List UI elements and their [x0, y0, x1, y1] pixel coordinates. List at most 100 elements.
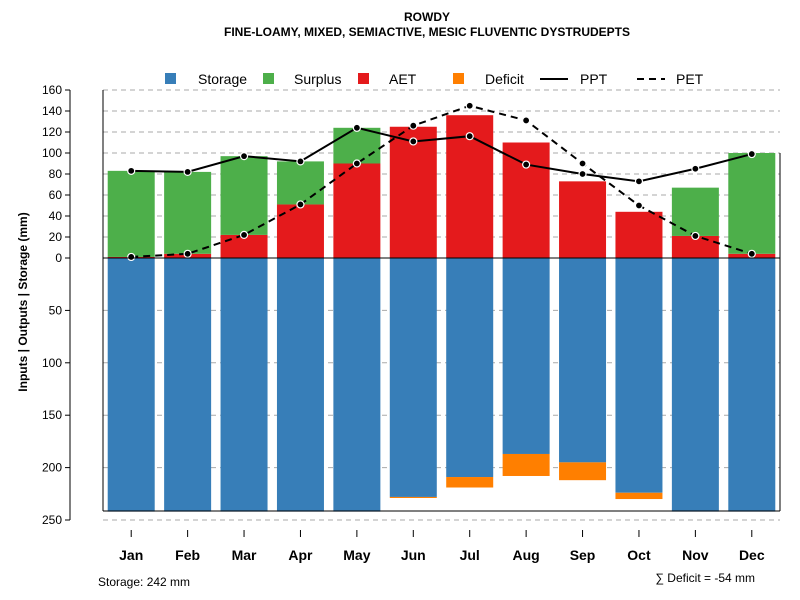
- y-tick-label: 200: [42, 461, 62, 475]
- legend-surplus-label: Surplus: [294, 71, 341, 87]
- y-tick-label: 60: [49, 188, 63, 202]
- y-axis-label: Inputs | Outputs | Storage (mm): [16, 212, 30, 391]
- aet-bar-aug: [502, 142, 550, 258]
- surplus-bar-feb: [164, 171, 212, 254]
- x-tick-label-jul: Jul: [460, 547, 480, 563]
- pet-point-oct: [634, 201, 644, 210]
- storage-bar-sep: [559, 258, 607, 463]
- pet-point-jan: [127, 252, 136, 262]
- ppt-point-dec: [747, 149, 756, 159]
- y-tick-label: 100: [42, 356, 62, 370]
- y-tick-label: 120: [42, 125, 62, 139]
- x-tick-label-dec: Dec: [739, 547, 765, 563]
- y-tick-label: 250: [42, 513, 62, 527]
- x-tick-label-may: May: [343, 547, 370, 563]
- x-tick-label-mar: Mar: [232, 547, 257, 563]
- ppt-point-jan: [127, 166, 136, 175]
- legend-deficit-label: Deficit: [485, 71, 524, 87]
- pet-point-aug: [522, 116, 531, 125]
- pet-point-nov: [691, 231, 700, 241]
- y-tick-label: 150: [42, 408, 62, 422]
- storage-bar-dec: [728, 258, 776, 512]
- chart-title: ROWDY: [404, 10, 450, 24]
- ppt-point-may: [352, 123, 361, 132]
- y-tick-label: 40: [49, 209, 63, 223]
- pet-point-mar: [239, 230, 249, 239]
- pet-point-feb: [183, 249, 192, 258]
- storage-bar-apr: [276, 258, 324, 512]
- ppt-point-mar: [239, 152, 249, 161]
- bars: [107, 115, 776, 512]
- deficit-bar-aug: [502, 453, 550, 476]
- storage-bar-nov: [671, 258, 719, 512]
- pet-point-may: [352, 159, 361, 168]
- ppt-line: [131, 126, 753, 183]
- storage-bar-jul: [446, 258, 494, 478]
- legend-ppt-label: PPT: [580, 71, 608, 87]
- legend-deficit-swatch: [453, 73, 464, 84]
- x-tick-label-aug: Aug: [513, 547, 540, 563]
- ppt-point-jul: [465, 132, 474, 141]
- y-tick-label: 100: [42, 146, 62, 160]
- ppt-point-feb: [183, 167, 192, 176]
- series-lines: [127, 101, 756, 262]
- storage-bar-feb: [164, 258, 212, 512]
- chart-subtitle: FINE-LOAMY, MIXED, SEMIACTIVE, MESIC FLU…: [224, 25, 630, 39]
- legend-storage-label: Storage: [198, 71, 247, 87]
- storage-bar-jun: [389, 258, 437, 497]
- x-tick-label-apr: Apr: [288, 547, 313, 563]
- y-tick-label: 80: [49, 167, 63, 181]
- ppt-point-jun: [409, 137, 418, 146]
- deficit-bar-jul: [446, 477, 494, 488]
- storage-bar-aug: [502, 258, 550, 454]
- aet-bar-sep: [559, 181, 607, 258]
- legend-aet-label: AET: [389, 71, 417, 87]
- surplus-bar-nov: [671, 187, 719, 236]
- x-tick-label-sep: Sep: [570, 547, 596, 563]
- deficit-bar-sep: [559, 462, 607, 481]
- surplus-bar-may: [333, 127, 381, 164]
- x-tick-label-jun: Jun: [401, 547, 426, 563]
- ppt-point-apr: [296, 157, 305, 166]
- gridlines: [103, 89, 780, 521]
- y-tick-label: 160: [42, 83, 62, 97]
- surplus-bar-mar: [220, 156, 268, 235]
- x-tick-label-oct: Oct: [627, 547, 651, 563]
- storage-note: Storage: 242 mm: [98, 575, 190, 589]
- aet-bar-mar: [220, 234, 268, 258]
- storage-bar-oct: [615, 258, 663, 493]
- ppt-point-oct: [634, 177, 644, 186]
- storage-bar-jan: [107, 258, 155, 512]
- pet-point-dec: [747, 249, 756, 258]
- pet-point-apr: [296, 200, 305, 209]
- y-tick-label: 20: [49, 230, 63, 244]
- legend-surplus-swatch: [263, 73, 274, 84]
- aet-bar-may: [333, 163, 381, 258]
- surplus-bar-dec: [728, 153, 776, 254]
- aet-bar-jun: [389, 126, 437, 258]
- ppt-point-sep: [578, 169, 587, 179]
- pet-point-sep: [578, 159, 587, 168]
- y-tick-label: 140: [42, 104, 62, 118]
- pet-point-jul: [465, 101, 474, 110]
- storage-bar-may: [333, 258, 381, 512]
- deficit-bar-oct: [615, 492, 663, 500]
- surplus-bar-jan: [107, 170, 155, 257]
- legend-aet-swatch: [358, 73, 369, 84]
- surplus-bar-apr: [276, 161, 324, 205]
- x-tick-label-nov: Nov: [682, 547, 709, 563]
- legend-storage-swatch: [165, 73, 176, 84]
- x-tick-label-feb: Feb: [175, 547, 200, 563]
- legend: Storage Surplus AET Deficit PPT PET: [165, 71, 704, 87]
- aet-bar-oct: [615, 211, 663, 258]
- pet-point-jun: [409, 121, 418, 130]
- aet-bar-nov: [671, 235, 719, 258]
- ppt-point-aug: [522, 160, 531, 169]
- legend-pet-label: PET: [676, 71, 704, 87]
- ppt-point-nov: [691, 164, 700, 173]
- y-tick-label: 50: [49, 303, 63, 317]
- x-tick-label-jan: Jan: [119, 547, 143, 563]
- deficit-note: ∑ Deficit = -54 mm: [655, 571, 755, 585]
